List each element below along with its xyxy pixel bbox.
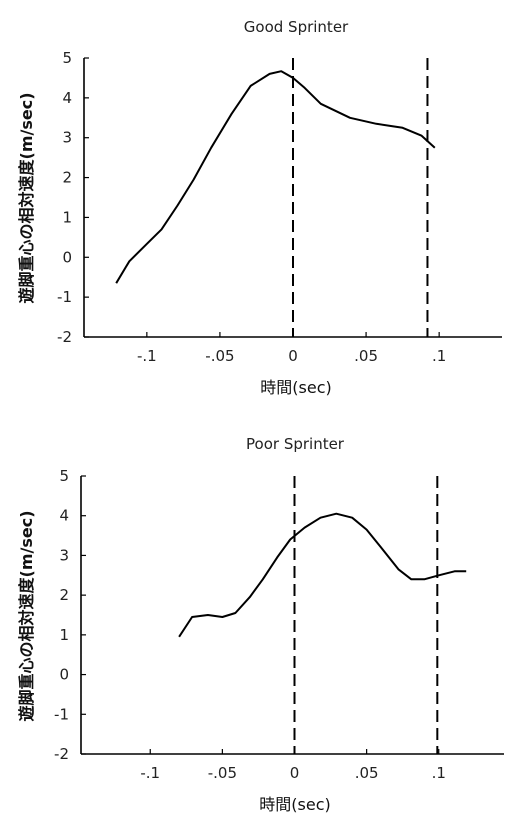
- x-tick-label: 0: [288, 347, 298, 365]
- x-tick-label: .05: [354, 347, 378, 365]
- x-axis-label: 時間(sec): [259, 795, 330, 814]
- chart-title: Good Sprinter: [244, 18, 349, 36]
- x-tick-label: 0: [290, 764, 300, 782]
- y-tick-label: -1: [57, 288, 72, 306]
- y-tick-label: 5: [59, 467, 69, 485]
- y-tick-label: 5: [62, 49, 72, 67]
- series-line: [178, 512, 467, 638]
- x-tick-label: -.05: [205, 347, 234, 365]
- x-tick-label: .1: [432, 764, 446, 782]
- chart-poor-sprinter: Poor Sprinter -2 -1 0 1 2 3 4 5 -.1 -.05 0 .05 .1 時間…: [17, 435, 504, 814]
- y-tick-label: 3: [59, 546, 69, 564]
- y-tick-label: 0: [59, 666, 69, 684]
- y-tick-label: 1: [62, 208, 72, 226]
- chart-good-sprinter: Good Sprinter -2 -1 0 1 2 3 4 5 -.1 -.05 0 .05 .1 時間…: [17, 18, 502, 397]
- y-tick-label: 2: [59, 586, 69, 604]
- x-tick-label: -.05: [208, 764, 237, 782]
- y-tick-label: 0: [62, 248, 72, 266]
- y-tick-label: 1: [59, 626, 69, 644]
- x-tick-label: -.1: [140, 764, 160, 782]
- plot-area: -2 -1 0 1 2 3 4 5 -.1 -.05 0 .05 .1: [54, 467, 504, 782]
- y-tick-label: 4: [59, 507, 69, 525]
- y-tick-label: -2: [54, 745, 69, 763]
- y-tick-label: -1: [54, 705, 69, 723]
- x-tick-label: .1: [432, 347, 446, 365]
- series-line: [115, 70, 436, 284]
- y-tick-label: -2: [57, 328, 72, 346]
- y-axis-label: 遊脚重心の相対速度(m/sec): [17, 92, 36, 303]
- y-axis-label: 遊脚重心の相対速度(m/sec): [17, 510, 36, 721]
- y-tick-label: 2: [62, 169, 72, 187]
- y-tick-label: 3: [62, 129, 72, 147]
- x-tick-label: .05: [355, 764, 379, 782]
- y-tick-label: 4: [62, 89, 72, 107]
- plot-area: -2 -1 0 1 2 3 4 5 -.1 -.05 0 .05 .1: [57, 49, 502, 365]
- x-tick-label: -.1: [137, 347, 157, 365]
- chart-title: Poor Sprinter: [246, 435, 345, 453]
- x-axis-label: 時間(sec): [260, 378, 331, 397]
